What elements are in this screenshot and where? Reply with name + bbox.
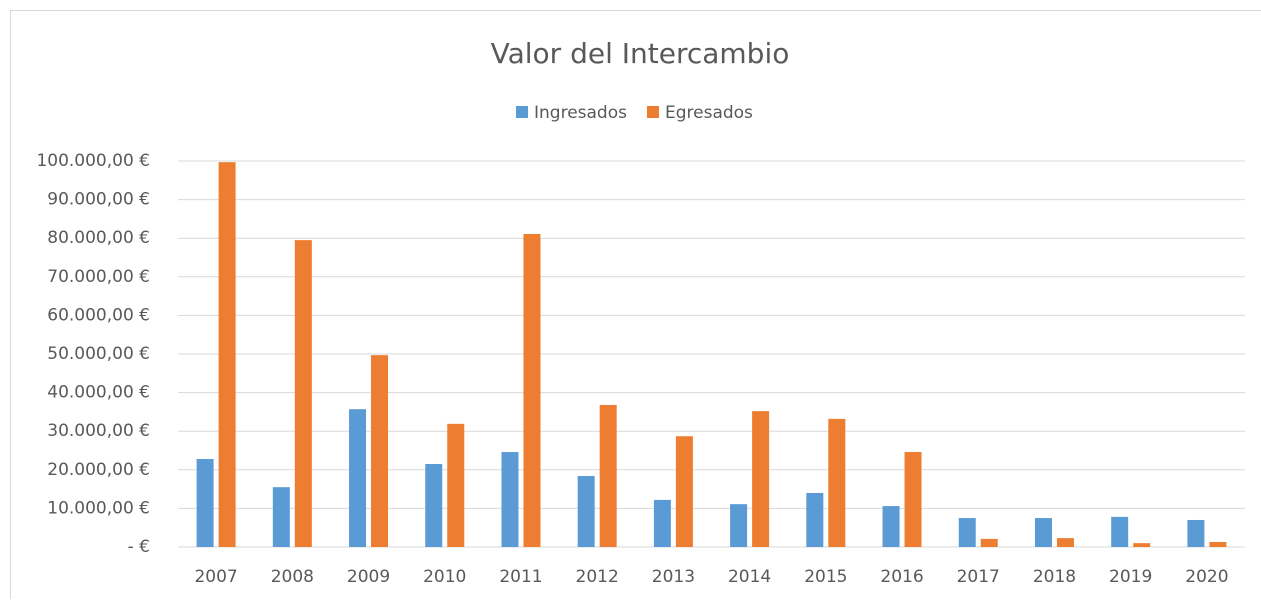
- bar: [197, 459, 214, 547]
- y-tick-label: 80.000,00 €: [47, 228, 150, 248]
- bar: [828, 419, 845, 547]
- y-tick-label: 50.000,00 €: [47, 344, 150, 364]
- y-tick-label: 30.000,00 €: [47, 421, 150, 441]
- bar: [1133, 543, 1150, 547]
- bar: [501, 452, 518, 547]
- x-tick-label: 2009: [347, 567, 390, 587]
- legend-swatch: [647, 106, 659, 118]
- y-tick-label: 70.000,00 €: [47, 267, 150, 287]
- legend-label: Egresados: [665, 103, 753, 123]
- chart-title: Valor del Intercambio: [491, 37, 790, 70]
- x-tick-label: 2012: [576, 567, 619, 587]
- bar: [752, 411, 769, 547]
- bar: [806, 493, 823, 547]
- y-tick-label: 20.000,00 €: [47, 460, 150, 480]
- bar: [219, 162, 236, 547]
- bar: [349, 409, 366, 547]
- bar: [371, 355, 388, 547]
- x-tick-label: 2007: [194, 567, 237, 587]
- bar: [676, 436, 693, 547]
- x-tick-label: 2010: [423, 567, 466, 587]
- x-tick-label: 2008: [271, 567, 314, 587]
- bar: [1187, 520, 1204, 547]
- x-tick-label: 2011: [499, 567, 542, 587]
- bar: [273, 487, 290, 547]
- bar: [905, 452, 922, 547]
- bar: [1111, 517, 1128, 547]
- y-tick-label: 100.000,00 €: [36, 151, 150, 171]
- bar: [654, 500, 671, 547]
- bar: [523, 234, 540, 547]
- y-tick-label: 90.000,00 €: [47, 190, 150, 210]
- bar: [425, 464, 442, 547]
- bar: [447, 424, 464, 547]
- y-tick-label: - €: [128, 537, 150, 557]
- x-tick-label: 2015: [804, 567, 847, 587]
- legend-label: Ingresados: [534, 103, 627, 123]
- bar: [730, 504, 747, 547]
- y-tick-label: 10.000,00 €: [47, 498, 150, 518]
- y-tick-label: 40.000,00 €: [47, 383, 150, 403]
- x-tick-label: 2019: [1109, 567, 1152, 587]
- bar: [295, 240, 312, 547]
- x-tick-label: 2017: [957, 567, 1000, 587]
- x-tick-label: 2020: [1185, 567, 1228, 587]
- bar: [981, 539, 998, 547]
- bar: [1057, 538, 1074, 547]
- bar: [959, 518, 976, 547]
- x-tick-label: 2014: [728, 567, 771, 587]
- x-tick-label: 2013: [652, 567, 695, 587]
- legend-swatch: [516, 106, 528, 118]
- bar: [1209, 542, 1226, 547]
- bar: [578, 476, 595, 547]
- bar: [1035, 518, 1052, 547]
- bar: [600, 405, 617, 547]
- y-tick-label: 60.000,00 €: [47, 305, 150, 325]
- x-tick-label: 2018: [1033, 567, 1076, 587]
- x-tick-label: 2016: [880, 567, 923, 587]
- bar: [883, 506, 900, 547]
